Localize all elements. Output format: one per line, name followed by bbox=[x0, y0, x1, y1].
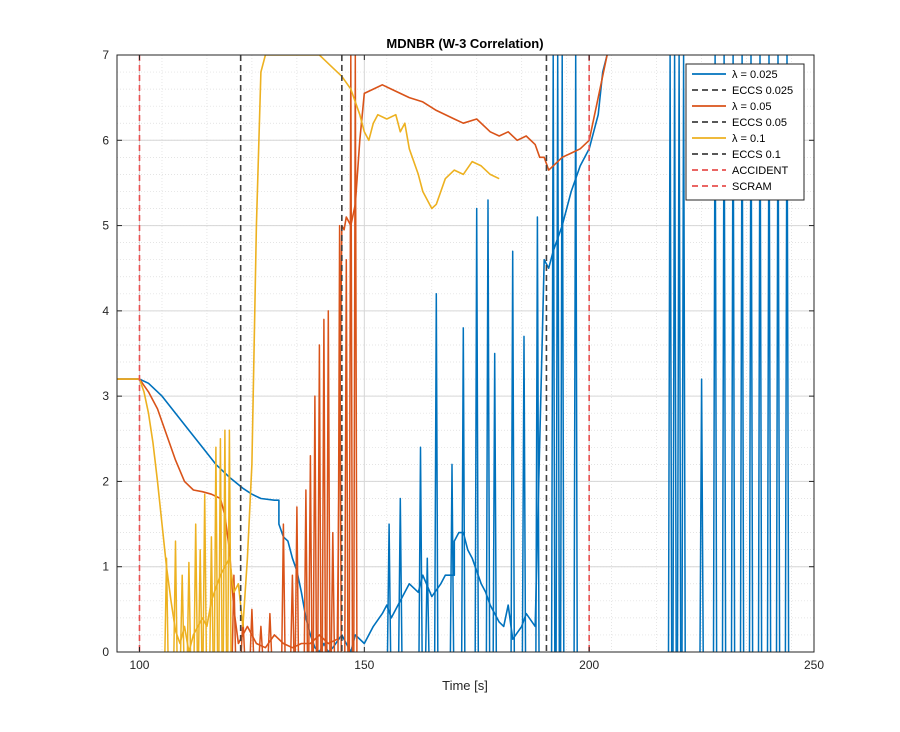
series-spike bbox=[193, 523, 199, 652]
series-spike bbox=[492, 352, 498, 652]
series-spike bbox=[348, 55, 354, 652]
legend-entry-label: λ = 0.1 bbox=[732, 133, 765, 145]
x-tick-label: 250 bbox=[804, 658, 824, 672]
legend-entry-label: λ = 0.025 bbox=[732, 69, 778, 81]
series-spike bbox=[521, 335, 527, 652]
series-spike bbox=[197, 548, 203, 652]
series-spike bbox=[555, 55, 561, 652]
series-spike bbox=[535, 216, 540, 652]
y-tick-label: 0 bbox=[102, 645, 109, 659]
series-line bbox=[117, 55, 608, 652]
series-spike bbox=[353, 55, 358, 652]
legend-entry-label: ECCS 0.1 bbox=[732, 149, 781, 161]
chart-title: MDNBR (W-3 Correlation) bbox=[386, 36, 543, 51]
series-spike bbox=[739, 55, 745, 652]
series-spike bbox=[433, 293, 439, 652]
series-spike bbox=[321, 318, 327, 652]
series-spike bbox=[721, 55, 727, 652]
series-spike bbox=[173, 540, 178, 652]
series-spike bbox=[179, 574, 185, 652]
series-spike bbox=[418, 446, 423, 652]
series-spike bbox=[397, 497, 403, 652]
series-spike bbox=[202, 493, 208, 652]
series-spike bbox=[267, 612, 273, 652]
ticks: 100 150 200 250 0 1 2 3 4 5 6 7 bbox=[102, 48, 824, 672]
y-tick-label: 4 bbox=[102, 304, 109, 318]
series-spike bbox=[312, 395, 318, 652]
series-spike bbox=[386, 523, 392, 652]
series-spike bbox=[186, 561, 192, 652]
series-spike bbox=[474, 207, 480, 652]
series-spike bbox=[559, 55, 565, 652]
plot-lines bbox=[117, 55, 790, 652]
x-tick-label: 100 bbox=[129, 658, 149, 672]
series-spike bbox=[209, 536, 214, 652]
series-spike bbox=[281, 523, 286, 652]
series-spike bbox=[485, 199, 491, 652]
series-spike bbox=[308, 455, 313, 652]
legend-entry-label: ECCS 0.05 bbox=[732, 117, 787, 129]
series-spike bbox=[676, 55, 682, 652]
series-spike bbox=[748, 55, 754, 652]
series-spike bbox=[550, 55, 556, 652]
series-spike bbox=[218, 438, 223, 652]
series-3 bbox=[117, 55, 500, 652]
legend-entry-label: ECCS 0.025 bbox=[732, 85, 793, 97]
series-spike bbox=[213, 446, 219, 652]
series-spike bbox=[337, 224, 342, 652]
series-spike bbox=[672, 55, 677, 652]
series-spike bbox=[460, 327, 466, 652]
series-spike bbox=[667, 55, 673, 652]
legend-entry-label: λ = 0.05 bbox=[732, 101, 771, 113]
series-spike bbox=[681, 55, 686, 652]
y-tick-label: 1 bbox=[102, 560, 109, 574]
series-2 bbox=[117, 55, 608, 652]
series-1 bbox=[117, 55, 790, 652]
series-spike bbox=[573, 55, 578, 652]
series-spike bbox=[326, 310, 331, 652]
series-spike bbox=[344, 258, 349, 652]
series-spike bbox=[227, 429, 232, 652]
legend-entry-label: ACCIDENT bbox=[732, 165, 789, 177]
series-spike bbox=[449, 463, 455, 652]
y-tick-label: 5 bbox=[102, 219, 109, 233]
series-spike bbox=[510, 250, 516, 652]
series-spike bbox=[766, 55, 772, 652]
series-spike bbox=[699, 378, 704, 652]
legend-entry-label: SCRAM bbox=[732, 181, 772, 193]
y-tick-label: 7 bbox=[102, 48, 109, 62]
y-tick-label: 2 bbox=[102, 474, 109, 488]
x-tick-label: 200 bbox=[579, 658, 599, 672]
series-spike bbox=[258, 625, 264, 652]
series-spike bbox=[164, 557, 169, 652]
plot-border bbox=[116, 54, 815, 653]
series-spike bbox=[290, 574, 295, 652]
series-line bbox=[117, 55, 500, 652]
series-spike bbox=[424, 557, 430, 652]
x-axis-label: Time [s] bbox=[442, 678, 488, 693]
x-tick-label: 150 bbox=[354, 658, 374, 672]
series-spike bbox=[730, 55, 736, 652]
series-spike bbox=[775, 55, 781, 652]
series-spike bbox=[249, 608, 255, 652]
legend-box bbox=[685, 63, 805, 201]
series-spike bbox=[231, 574, 237, 652]
series-spike bbox=[317, 344, 322, 652]
series-spike bbox=[712, 55, 718, 652]
y-tick-label: 6 bbox=[102, 133, 109, 147]
series-spike bbox=[222, 429, 228, 652]
legend: λ = 0.025 ECCS 0.025 λ = 0.05 ECCS 0.05 λ = … bbox=[685, 63, 805, 201]
series-spike bbox=[757, 55, 763, 652]
series-spike bbox=[330, 531, 336, 652]
series-spike bbox=[784, 55, 790, 652]
y-tick-label: 3 bbox=[102, 389, 109, 403]
series-spike bbox=[294, 506, 300, 652]
series-spike bbox=[303, 489, 309, 652]
